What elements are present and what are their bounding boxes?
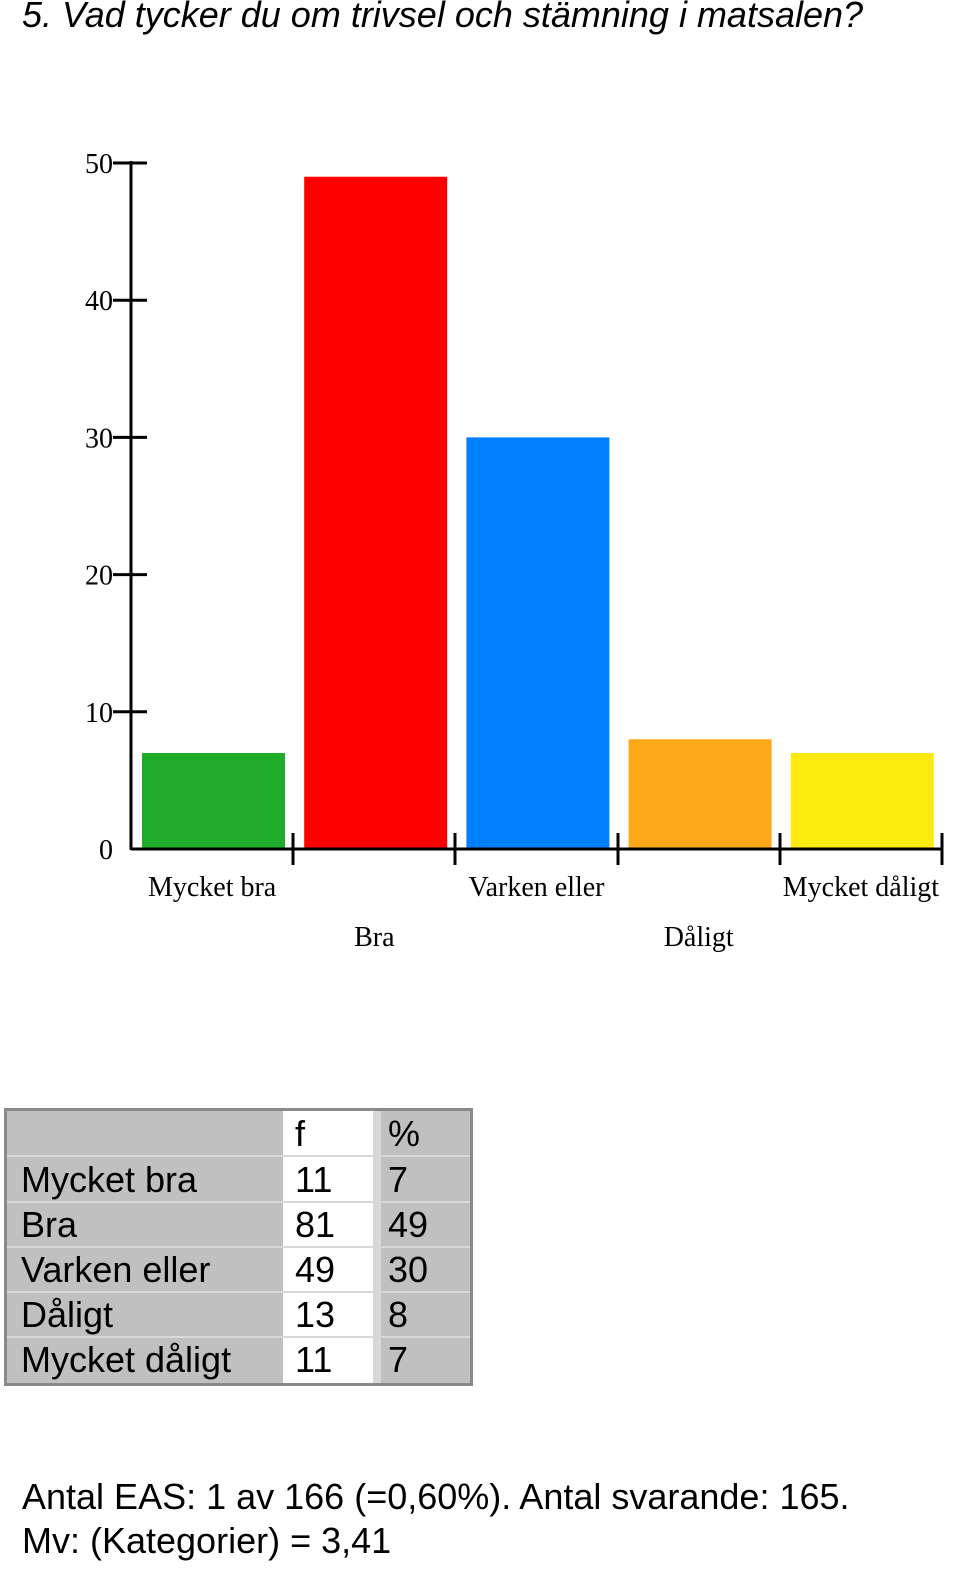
row-label: Mycket bra (21, 1159, 198, 1200)
footer-summary: Antal EAS: 1 av 166 (=0,60%). Antal svar… (22, 1476, 850, 1517)
f-column-bg (283, 1157, 373, 1383)
x-category-label: Mycket bra (148, 872, 277, 903)
bar-1 (304, 176, 448, 850)
row-label: Mycket dåligt (21, 1339, 232, 1380)
row-divider (7, 1291, 470, 1293)
row-percent: 30 (388, 1249, 429, 1290)
y-tick-label: 30 (85, 423, 113, 454)
row-label: Dåligt (21, 1294, 114, 1335)
row-divider (7, 1336, 470, 1338)
row-percent: 8 (388, 1294, 409, 1335)
row-label: Varken eller (21, 1249, 211, 1290)
row-f: 81 (295, 1204, 336, 1245)
y-tick-label: 40 (85, 286, 113, 317)
row-f: 13 (295, 1294, 336, 1335)
row-f: 49 (295, 1249, 336, 1290)
row-f: 11 (295, 1339, 333, 1380)
bar-3 (628, 739, 772, 849)
page-title: 5. Vad tycker du om trivsel och stämning… (22, 0, 864, 35)
row-divider (7, 1201, 470, 1203)
row-f: 11 (295, 1159, 333, 1200)
frequency-table: f % Mycket bra 11 7 Bra 81 49 Varken ell… (4, 1108, 473, 1386)
x-category-label: Varken eller (468, 872, 605, 903)
bar-4 (790, 752, 934, 849)
row-divider (7, 1246, 470, 1248)
y-tick-label: 20 (85, 561, 113, 592)
row-label: Bra (21, 1204, 78, 1245)
y-tick-label: 0 (99, 835, 113, 866)
bar-chart: 0 10 20 30 40 50 Mycket bra Bra Varken eller Dåli… (85, 149, 944, 953)
header-divider (7, 1155, 470, 1157)
row-percent: 7 (388, 1159, 409, 1200)
x-category-label: Bra (354, 922, 395, 953)
footer-mean: Mv: (Kategorier) = 3,41 (22, 1520, 392, 1561)
x-category-label: Dåligt (664, 922, 734, 953)
bar-0 (142, 752, 285, 849)
header-f: f (295, 1113, 306, 1154)
y-tick-label: 50 (85, 149, 113, 180)
row-percent: 7 (388, 1339, 409, 1380)
y-tick-label: 10 (85, 698, 113, 729)
f-header-bg (283, 1111, 373, 1155)
bar-2 (466, 437, 610, 849)
x-category-label: Mycket dåligt (783, 872, 940, 903)
row-percent: 49 (388, 1204, 429, 1245)
header-percent: % (388, 1113, 421, 1154)
